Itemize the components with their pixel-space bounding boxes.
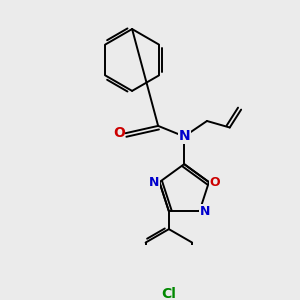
Text: N: N bbox=[178, 130, 190, 143]
Text: O: O bbox=[113, 126, 125, 140]
Text: Cl: Cl bbox=[161, 287, 176, 300]
Text: O: O bbox=[209, 176, 220, 189]
Text: N: N bbox=[148, 176, 159, 189]
Text: N: N bbox=[200, 205, 210, 218]
